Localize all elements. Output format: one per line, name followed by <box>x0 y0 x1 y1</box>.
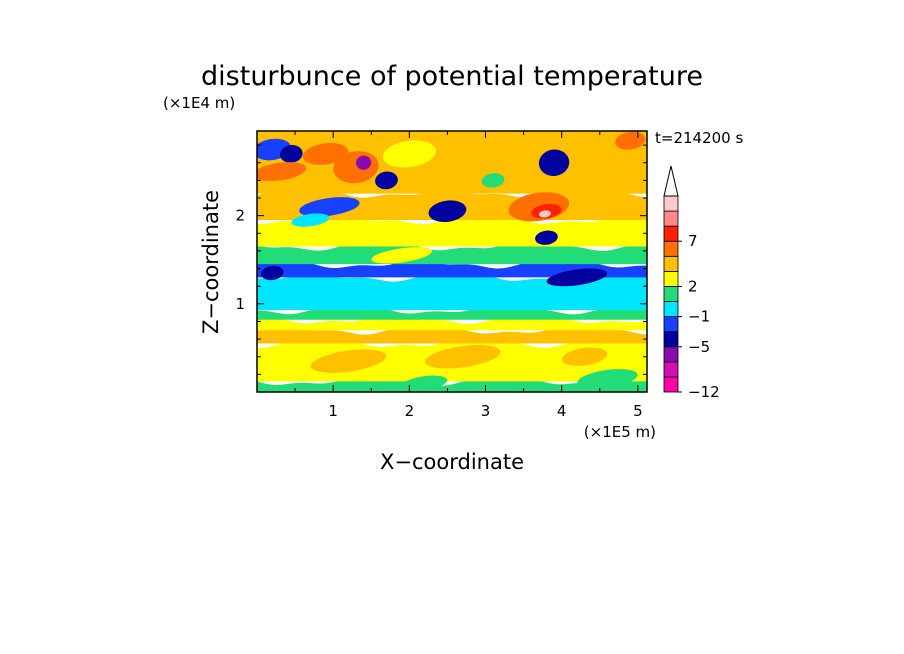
x-tick-label: 2 <box>405 402 415 420</box>
contour-blob <box>577 153 638 190</box>
contour-blob <box>401 375 448 391</box>
chart-title: disturbunce of potential temperature <box>201 61 703 92</box>
contour-blob <box>375 171 398 190</box>
contour-band <box>257 242 647 265</box>
colorbar-segment <box>663 270 679 287</box>
contour-blob <box>310 349 387 373</box>
colorbar-segment <box>663 255 679 272</box>
colorbar-segment <box>663 361 679 378</box>
colorbar-segment <box>663 346 679 363</box>
colorbar-label: −12 <box>688 383 720 401</box>
colorbar-label: 2 <box>688 277 698 295</box>
contour-blob <box>428 200 467 223</box>
colorbar-segment <box>663 286 679 302</box>
y-tick-label: 2 <box>235 207 245 225</box>
plot-frame <box>256 130 648 393</box>
x-tick-label: 1 <box>328 402 338 420</box>
y-tick-label: 1 <box>235 295 245 313</box>
contour-band <box>257 259 647 278</box>
colorbar-segment <box>663 240 679 257</box>
colorbar-label: −5 <box>688 338 710 356</box>
colorbar-label: −1 <box>688 308 710 326</box>
colorbar-segment <box>663 225 679 242</box>
time-label: t=214200 s <box>655 129 743 147</box>
contour-blob <box>382 140 436 168</box>
contour-blob <box>257 162 307 182</box>
y-unit-label: (×1E4 m) <box>163 94 235 112</box>
colorbar-segment <box>663 195 679 212</box>
contour-blob <box>424 344 501 369</box>
contour-blob <box>291 213 330 227</box>
colorbar-segment <box>663 210 679 227</box>
contour-blob <box>538 149 570 177</box>
contour-blob <box>260 265 284 281</box>
colorbar-segment <box>663 301 679 318</box>
contour-blob <box>432 149 478 177</box>
x-tick-label: 5 <box>633 402 643 420</box>
colorbar-label: 7 <box>688 232 698 250</box>
contour-blob <box>538 210 551 218</box>
contour-blob <box>535 230 558 245</box>
contour-blob <box>279 145 303 163</box>
contour-field <box>257 131 647 392</box>
contour-blob <box>485 133 532 166</box>
x-axis: 1 2 3 4 5 <box>256 131 643 420</box>
contour-blob <box>356 155 372 170</box>
colorbar-segment <box>663 376 679 393</box>
contour-blob <box>481 173 505 188</box>
contour-blob <box>302 142 349 165</box>
contour-blob <box>546 268 608 287</box>
colorbar-segment <box>663 331 679 348</box>
x-axis-label: X−coordinate <box>380 450 524 474</box>
contour-blob <box>371 247 432 264</box>
x-tick-label: 4 <box>557 402 567 420</box>
y-axis-label: Z−coordinate <box>199 190 223 334</box>
x-tick-label: 3 <box>481 402 491 420</box>
x-unit-label: (×1E5 m) <box>584 423 656 441</box>
contour-blob <box>561 347 608 367</box>
colorbar-extend-arrow <box>663 165 679 197</box>
colorbar-legend: −12−5−127 <box>663 165 720 401</box>
contour-band <box>257 325 647 344</box>
contour-blob <box>299 197 360 217</box>
contour-blob <box>577 369 638 389</box>
colorbar-segment <box>663 316 679 333</box>
y-axis: 12 <box>235 144 647 393</box>
